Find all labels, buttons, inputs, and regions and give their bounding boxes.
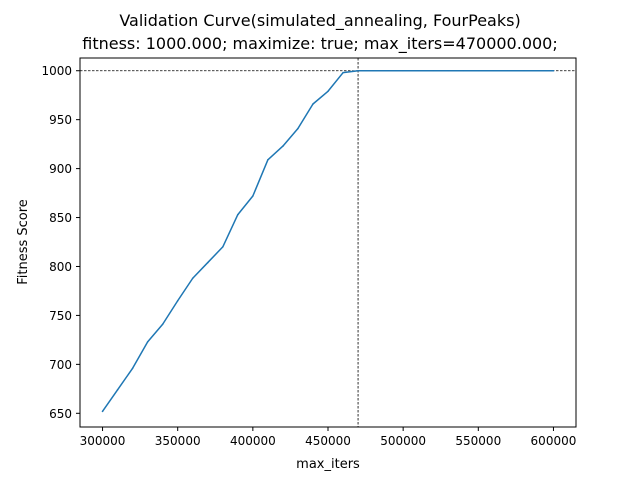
chart-subtitle: fitness: 1000.000; maximize: true; max_i… (82, 34, 558, 53)
data-point (552, 69, 555, 72)
data-point (207, 261, 209, 264)
x-tick-label: 300000 (80, 434, 126, 448)
data-point (522, 69, 525, 72)
data-point (342, 71, 344, 74)
x-axis-ticks: 300000 350000 400000 450000 500000 550000 6000… (80, 427, 577, 448)
data-point (191, 277, 194, 279)
data-point (101, 410, 104, 413)
plot-frame (79, 57, 577, 428)
data-point (146, 341, 149, 343)
data-point (357, 69, 359, 72)
data-point (462, 69, 465, 72)
data-point (447, 69, 449, 72)
data-point (417, 69, 419, 72)
y-tick-label: 850 (49, 211, 72, 225)
y-tick-label: 650 (49, 407, 72, 421)
x-tick-label: 350000 (155, 434, 201, 448)
x-tick-label: 550000 (455, 434, 501, 448)
y-tick-label: 950 (49, 113, 72, 127)
data-point (312, 103, 314, 105)
data-point (387, 69, 389, 72)
axes (79, 57, 577, 428)
data-point (222, 246, 224, 248)
x-tick-label: 500000 (380, 434, 426, 448)
y-axis-ticks: 650 700 750 800 850 900 950 1000 (41, 64, 80, 421)
data-point (267, 159, 269, 161)
y-tick-label: 1000 (41, 64, 72, 78)
y-tick-label: 700 (49, 358, 72, 372)
data-point (507, 69, 510, 72)
data-point (131, 367, 134, 370)
x-axis-label: max_iters (296, 457, 360, 472)
x-tick-label: 400000 (230, 434, 276, 448)
data-point (237, 213, 239, 216)
data-point (252, 195, 254, 197)
data-point (477, 69, 480, 72)
data-point (492, 69, 495, 72)
chart-title: Validation Curve(simulated_annealing, Fo… (119, 11, 521, 30)
x-tick-label: 450000 (305, 434, 351, 448)
y-tick-label: 800 (49, 260, 72, 274)
data-point (282, 145, 284, 147)
data-point (537, 69, 540, 72)
y-axis-label: Fitness Score (16, 199, 31, 285)
y-tick-label: 900 (49, 162, 72, 176)
data-point (297, 127, 299, 130)
data-point (432, 69, 434, 72)
data-point (372, 69, 374, 72)
data-point (161, 323, 164, 325)
data-point (402, 69, 404, 72)
y-tick-label: 750 (49, 309, 72, 323)
data-point (116, 389, 119, 391)
data-point (176, 299, 179, 302)
data-point (327, 90, 329, 93)
plot-area (80, 58, 576, 427)
series-line-0 (101, 69, 555, 413)
x-tick-label: 600000 (531, 434, 577, 448)
